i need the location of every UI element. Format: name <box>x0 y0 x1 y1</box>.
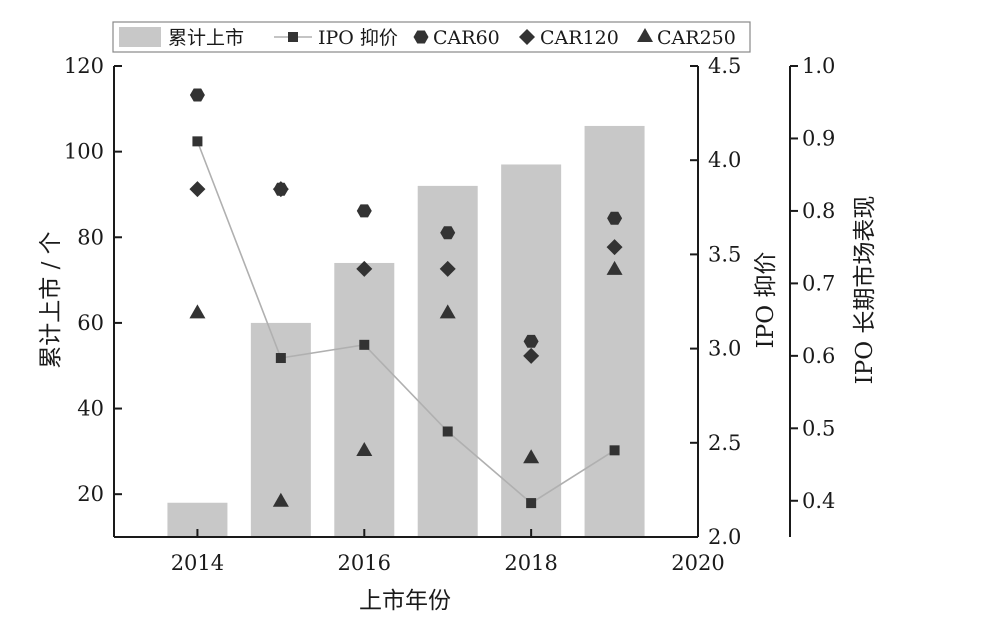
point-car60-2014 <box>189 88 205 102</box>
legend-label-car250: CAR250 <box>657 27 736 49</box>
point-ipo-suppression-2016 <box>359 339 370 350</box>
right1-tick-label-2.5: 2.5 <box>708 431 741 455</box>
line-ipo-suppression <box>196 141 615 505</box>
point-ipo-suppression-2015 <box>275 353 286 364</box>
bar-2016 <box>334 262 395 537</box>
left-tick-label-20: 20 <box>77 482 104 506</box>
right2-tick-label-0.4: 0.4 <box>802 489 835 513</box>
point-car120-2017 <box>439 260 456 277</box>
right1-tick-label-3.5: 3.5 <box>708 242 741 266</box>
point-car120-2015 <box>272 181 289 198</box>
point-ipo-suppression-2018 <box>526 498 537 509</box>
left-tick-label-60: 60 <box>77 311 104 335</box>
axes: 2014 2016 2018 2020204060801001202.02.53.03… <box>64 54 836 575</box>
x-tick-label-2018: 2018 <box>504 551 557 575</box>
legend-marker-diamond <box>519 29 535 45</box>
x-axis-label: 上市年份 <box>359 588 451 614</box>
right1-tick-label-2.0: 2.0 <box>708 525 741 549</box>
point-car250-2017 <box>439 304 456 319</box>
right1-tick-label-3.0: 3.0 <box>708 337 741 361</box>
right2-tick-label-0.8: 0.8 <box>802 199 835 223</box>
right1-tick-label-4.0: 4.0 <box>708 148 741 172</box>
x-tick-label-2020: 2020 <box>671 551 724 575</box>
point-ipo-suppression-2019 <box>609 445 620 456</box>
legend: 累计上市 IPO 抑价 CAR60 CAR120 CAR250 <box>112 21 751 53</box>
right2-tick-label-0.7: 0.7 <box>802 271 835 295</box>
left-tick-label-100: 100 <box>64 140 104 164</box>
x-tick-label-2016: 2016 <box>338 551 391 575</box>
left-axis-label: 累计上市 / 个 <box>38 231 64 368</box>
right2-tick-label-0.5: 0.5 <box>802 416 835 440</box>
legend-marker-hexagon <box>413 30 429 44</box>
legend-label-car60: CAR60 <box>433 27 500 49</box>
left-tick-label-40: 40 <box>77 397 104 421</box>
right1-tick-label-4.5: 4.5 <box>708 54 741 78</box>
point-ipo-suppression-2014 <box>192 136 203 147</box>
point-car60-2019 <box>607 211 623 225</box>
legend-marker-square <box>288 32 298 42</box>
point-car60-2017 <box>440 226 456 240</box>
point-car120-2014 <box>189 181 206 198</box>
point-car60-2018 <box>523 334 539 348</box>
right2-tick-label-0.6: 0.6 <box>802 344 835 368</box>
left-tick-label-120: 120 <box>64 54 104 78</box>
legend-label-bar: 累计上市 <box>168 27 244 49</box>
point-car250-2019 <box>606 260 623 275</box>
point-car120-2019 <box>606 239 623 256</box>
line-series <box>192 136 620 509</box>
point-ipo-suppression-2017 <box>442 426 453 437</box>
point-car120-2018 <box>523 347 540 364</box>
right2-tick-label-1.0: 1.0 <box>802 54 835 78</box>
point-car120-2016 <box>356 260 373 277</box>
legend-swatch-bar <box>119 27 161 47</box>
bar-2017 <box>417 185 478 537</box>
right-axis-label-suppression: IPO 抑价 <box>753 252 779 349</box>
point-car250-2014 <box>189 304 206 319</box>
legend-label-car120: CAR120 <box>540 27 619 49</box>
point-car250-2018 <box>523 449 540 464</box>
point-car250-2016 <box>356 442 373 457</box>
x-tick-label-2014: 2014 <box>171 551 224 575</box>
point-car60-2016 <box>356 204 372 218</box>
right-axis-label-long-term: IPO 长期市场表现 <box>852 196 878 385</box>
right2-tick-label-0.9: 0.9 <box>802 126 835 150</box>
legend-marker-triangle <box>637 28 653 42</box>
legend-label-line: IPO 抑价 <box>318 27 398 49</box>
scatter-series <box>189 88 623 507</box>
bar-series <box>167 125 645 537</box>
left-tick-label-80: 80 <box>77 225 104 249</box>
point-car250-2015 <box>272 492 289 507</box>
bar-2019 <box>584 125 645 537</box>
